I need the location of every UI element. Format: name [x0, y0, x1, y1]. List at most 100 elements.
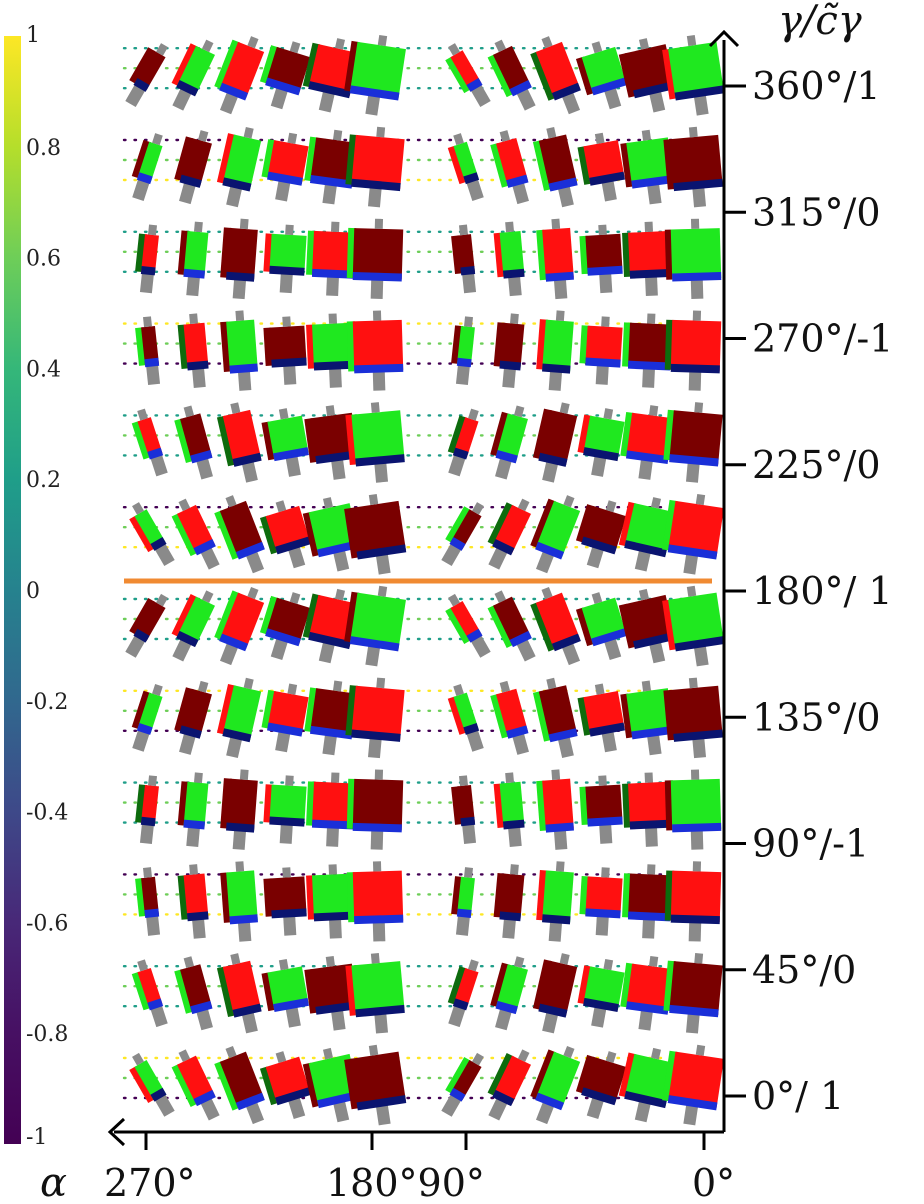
- robot-glyph: [618, 588, 676, 664]
- x-axis-arrow: [107, 1117, 126, 1147]
- colorbar-tick-label: -1: [26, 1125, 47, 1150]
- robot-glyph: [344, 585, 406, 667]
- colorbar: 1 0.8 0.6 0.4 0.2 0 -0.2 -0.4 -0.6 -0.8 -1 α: [4, 23, 68, 1204]
- colorbar-tick-labels: 1 0.8 0.6 0.4 0.2 0 -0.2 -0.4 -0.6 -0.8 -1: [26, 23, 68, 1150]
- robot-glyph: [530, 1045, 581, 1125]
- robot-glyph: [493, 864, 525, 939]
- robot-glyph: [263, 775, 307, 844]
- robot-glyph: [216, 953, 262, 1034]
- robot-glyph: [663, 402, 723, 483]
- robot-glyph: [575, 1051, 627, 1120]
- robot-glyph: [306, 864, 357, 939]
- robot-glyph: [445, 43, 491, 107]
- robot-glyph: [344, 1044, 407, 1126]
- robot-glyph: [532, 677, 578, 759]
- robot-glyph: [662, 493, 724, 575]
- robot-glyph: [214, 586, 265, 666]
- colorbar-gradient: [4, 36, 21, 1144]
- robot-glyph: [259, 592, 311, 661]
- robot-glyph: [618, 497, 676, 572]
- y-axis-arrow: [708, 29, 740, 48]
- robot-glyph: [220, 861, 258, 942]
- robot-glyph: [135, 775, 159, 845]
- robot-glyph: [620, 680, 675, 756]
- robot-glyph: [129, 1052, 175, 1117]
- robot-glyph: [490, 680, 529, 755]
- robot-glyph: [125, 593, 168, 658]
- colorbar-tick-label: 0.6: [26, 247, 61, 272]
- robot-glyph: [177, 221, 209, 297]
- colorbar-tick-label: 0.8: [26, 136, 61, 161]
- robot-glyph: [664, 310, 722, 391]
- robot-glyph: [536, 861, 574, 942]
- robot-glyph: [174, 405, 213, 480]
- colorbar-tick-label: 0.4: [26, 357, 61, 382]
- robot-glyph: [177, 772, 209, 847]
- robot-glyph: [577, 132, 625, 202]
- robot-glyph: [174, 680, 212, 755]
- robot-glyph: [579, 867, 623, 936]
- robot-glyph: [259, 1051, 311, 1120]
- robot-glyph: [532, 126, 578, 208]
- robot-glyph: [345, 402, 405, 483]
- robot-glyph: [532, 402, 578, 483]
- x-tick-label: 180°90°: [326, 1161, 485, 1204]
- robot-glyph: [216, 402, 262, 483]
- robot-glyph: [220, 310, 258, 391]
- robot-glyph: [622, 864, 672, 939]
- robot-glyph: [261, 958, 309, 1028]
- robot-glyph: [214, 1045, 265, 1125]
- robot-glyph: [344, 493, 407, 575]
- robot-glyph: [577, 683, 625, 753]
- robot-glyph: [662, 585, 725, 667]
- robot-glyph: [622, 772, 673, 847]
- robot-glyph: [263, 867, 307, 936]
- robot-glyph: [536, 310, 574, 391]
- robot-glyph: [261, 683, 309, 753]
- robot-glyph: [579, 316, 623, 385]
- robot-glyph: [345, 677, 405, 759]
- robot-glyph: [536, 769, 574, 850]
- robot-glyph: [530, 586, 581, 666]
- robot-glyph: [177, 313, 209, 388]
- robot-glyph: [530, 36, 581, 115]
- colorbar-tick-label: -0.8: [26, 1022, 68, 1047]
- robot-glyph: [490, 130, 529, 205]
- x-axis-ticks: 270° 180°90° 0°: [104, 1132, 735, 1204]
- robot-glyph: [214, 36, 265, 115]
- robot-glyph: [171, 39, 216, 111]
- robot-glyph: [346, 218, 404, 299]
- robot-glyph: [663, 677, 723, 759]
- robot-glyph: [171, 1049, 220, 1121]
- robot-glyph: [579, 775, 623, 844]
- robot-glyph: [447, 133, 484, 201]
- robot-glyph: [345, 126, 405, 208]
- robot-glyph: [125, 43, 168, 107]
- colorbar-tick-label: 0: [26, 579, 40, 604]
- robot-glyph: [171, 590, 216, 662]
- robot-glyph: [304, 129, 358, 205]
- x-tick-label: 270°: [104, 1161, 196, 1204]
- robot-glyph: [663, 126, 723, 208]
- robot-glyph: [662, 34, 725, 116]
- robot-glyph: [441, 1052, 484, 1117]
- y-axis-title: γ/c̃γ: [778, 0, 862, 44]
- robot-glyph: [620, 955, 674, 1031]
- robot-glyph: [620, 405, 674, 480]
- robot-glyph: [259, 500, 311, 569]
- robot-glyph: [346, 769, 404, 850]
- robot-glyph: [214, 495, 265, 574]
- robot-glyph: [447, 959, 479, 1028]
- robot-glyph: [304, 680, 358, 756]
- robot-glyph: [451, 316, 475, 386]
- robot-glyph: [487, 590, 536, 662]
- robot-glyph: [220, 218, 258, 300]
- robot-glyph: [487, 1049, 532, 1121]
- robot-glyph: [131, 408, 168, 477]
- robot-glyph: [129, 502, 175, 566]
- robot-glyph: [487, 498, 532, 570]
- robot-glyph: [135, 316, 161, 386]
- y-tick-label: 180°/ 1: [752, 569, 893, 613]
- robot-glyph: [532, 953, 578, 1034]
